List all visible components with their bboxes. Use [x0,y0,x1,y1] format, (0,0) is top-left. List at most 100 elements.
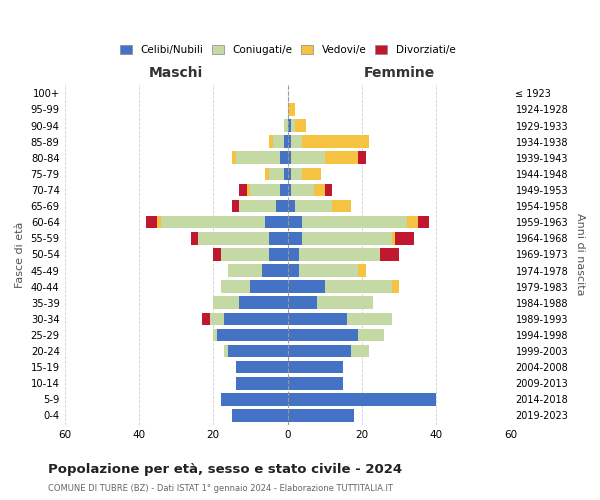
Bar [358,328,384,341]
Bar [224,312,287,325]
Bar [295,120,306,132]
Bar [236,377,287,390]
Bar [224,345,228,358]
Bar [418,216,429,228]
Text: COMUNE DI TUBRE (BZ) - Dati ISTAT 1° gennaio 2024 - Elaborazione TUTTITALIA.IT: COMUNE DI TUBRE (BZ) - Dati ISTAT 1° gen… [48,484,393,493]
Bar [302,136,370,148]
Bar [250,280,287,293]
Bar [325,280,392,293]
Bar [358,264,365,277]
Bar [392,232,395,244]
Bar [239,184,247,196]
Bar [287,296,317,309]
Bar [280,184,287,196]
Bar [287,345,351,358]
Bar [284,136,287,148]
Bar [232,409,287,422]
Bar [277,200,287,212]
Bar [262,264,287,277]
Bar [302,216,407,228]
Bar [239,296,287,309]
Bar [302,232,392,244]
Bar [202,312,209,325]
Bar [287,393,436,406]
Text: Femmine: Femmine [364,66,435,80]
Bar [325,184,332,196]
Bar [265,168,269,180]
Y-axis label: Anni di nascita: Anni di nascita [575,213,585,296]
Bar [380,248,399,260]
Bar [239,200,277,212]
Bar [221,393,287,406]
Bar [191,232,199,244]
Bar [228,345,287,358]
Bar [157,216,161,228]
Bar [287,136,291,148]
Bar [299,264,358,277]
Bar [232,200,239,212]
Bar [287,232,302,244]
Legend: Celibi/Nubili, Coniugati/e, Vedovi/e, Divorziati/e: Celibi/Nubili, Coniugati/e, Vedovi/e, Di… [116,41,460,60]
Bar [221,280,250,293]
Bar [247,184,250,196]
Bar [287,312,347,325]
Bar [291,168,302,180]
Bar [351,345,370,358]
Bar [269,248,287,260]
Bar [236,152,280,164]
Bar [317,296,373,309]
Bar [407,216,418,228]
Text: Popolazione per età, sesso e stato civile - 2024: Popolazione per età, sesso e stato civil… [48,462,402,475]
Bar [146,216,157,228]
Y-axis label: Fasce di età: Fasce di età [15,221,25,288]
Bar [302,168,321,180]
Bar [358,152,365,164]
Bar [213,296,239,309]
Bar [269,232,287,244]
Bar [213,248,221,260]
Bar [236,361,287,374]
Bar [347,312,392,325]
Bar [291,152,325,164]
Bar [284,120,287,132]
Bar [287,216,302,228]
Bar [287,264,299,277]
Bar [287,409,355,422]
Bar [213,328,217,341]
Bar [269,136,273,148]
Bar [332,200,351,212]
Bar [287,103,295,116]
Bar [287,361,343,374]
Text: Maschi: Maschi [149,66,203,80]
Bar [291,136,302,148]
Bar [217,328,287,341]
Bar [228,264,262,277]
Bar [284,168,287,180]
Bar [392,280,399,293]
Bar [161,216,265,228]
Bar [287,377,343,390]
Bar [287,120,291,132]
Bar [287,328,358,341]
Bar [299,248,380,260]
Bar [287,168,291,180]
Bar [232,152,236,164]
Bar [287,200,295,212]
Bar [287,184,291,196]
Bar [314,184,325,196]
Bar [287,280,325,293]
Bar [199,232,269,244]
Bar [273,136,284,148]
Bar [287,152,291,164]
Bar [295,200,332,212]
Bar [291,184,314,196]
Bar [395,232,414,244]
Bar [291,120,295,132]
Bar [325,152,358,164]
Bar [280,152,287,164]
Bar [287,248,299,260]
Bar [209,312,224,325]
Bar [221,248,269,260]
Bar [250,184,280,196]
Bar [269,168,284,180]
